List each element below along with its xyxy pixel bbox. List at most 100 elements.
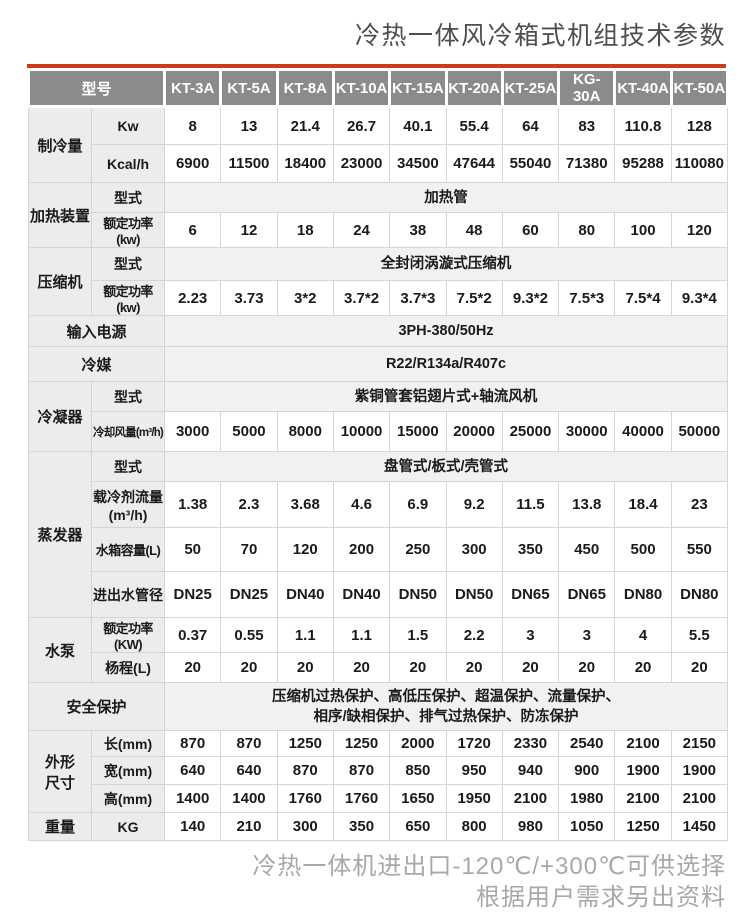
table-value-cell: 40000 (614, 411, 672, 452)
table-row: 冷媒 R22/R134a/R407c (27, 346, 728, 382)
table-value-cell: 60 (501, 212, 560, 248)
table-value-cell: DN25 (164, 571, 222, 618)
table-value-cell: 2100 (614, 730, 672, 757)
table-value-cell: DN40 (332, 571, 391, 618)
table-sub-label: 额定功率(kw) (90, 280, 166, 316)
table-value-cell: 650 (389, 812, 447, 841)
page-title: 冷热一体风冷箱式机组技术参数 (354, 22, 726, 50)
table-value-cell: 71380 (558, 144, 616, 183)
table-value-cell: DN40 (276, 571, 334, 618)
table-value-cell: 20 (164, 652, 222, 683)
table-value-cell: 20 (389, 652, 447, 683)
table-value-cell: 1400 (220, 784, 278, 813)
table-value-cell: 23 (670, 481, 728, 528)
table-value-cell: 500 (614, 527, 672, 572)
table-value-cell: 1250 (332, 730, 391, 757)
table-row: 加热装置 型式 加热管 (28, 182, 728, 248)
model-header-cell: KT-3A (163, 68, 223, 108)
table-value-cell: 2100 (614, 784, 672, 813)
table-value-cell: 900 (558, 756, 616, 785)
table-value-cell: 7.5*2 (445, 280, 503, 316)
table-value-cell: 2100 (670, 784, 728, 813)
table-value-cell: 9.3*4 (670, 280, 728, 316)
table-value-cell: 1950 (445, 784, 503, 813)
table-value-cell: 1900 (670, 756, 728, 785)
table-value-cell: 0.37 (164, 617, 222, 653)
table-merged-value: 加热管 (164, 182, 728, 213)
table-group-label: 水泵 (28, 617, 92, 683)
table-value-cell: 18 (276, 212, 334, 248)
table-sub-label: 冷却风量(m³/h) (90, 411, 166, 452)
table-row: 制冷量 Kw 8 13 21.4 26.7 40.1 55.4 64 83 110.8 128 (28, 106, 728, 183)
table-value-cell: 50000 (670, 411, 728, 452)
model-header-cell: KT-10A (331, 68, 392, 108)
table-value-cell: 550 (670, 527, 728, 572)
table-value-cell: 140 (164, 812, 222, 841)
model-header-cell: KT-50A (669, 68, 729, 108)
table-value-cell: 110080 (670, 144, 728, 183)
table-value-cell: 870 (220, 730, 278, 757)
table-value-cell: 21.4 (276, 106, 334, 145)
table-merged-value: 盘管式/板式/壳管式 (164, 451, 728, 482)
table-value-cell: DN50 (389, 571, 447, 618)
table-value-cell: 9.2 (445, 481, 503, 528)
table-row: 宽(mm) 640 640 870 870 850 950 940 900 1900 1900 (29, 756, 728, 785)
table-value-cell: 26.7 (332, 106, 391, 145)
table-value-cell: 870 (332, 756, 391, 785)
table-value-cell: 450 (558, 527, 616, 572)
table-value-cell: 3000 (164, 411, 222, 452)
table-value-cell: 870 (276, 756, 334, 785)
table-value-cell: DN80 (614, 571, 672, 618)
table-sub-label: 型式 (90, 451, 166, 482)
table-value-cell: 3.73 (220, 280, 278, 316)
table-value-cell: 11.5 (501, 481, 560, 528)
table-sub-label: 额定功率(kw) (90, 212, 166, 248)
table-value-cell: 47644 (445, 144, 503, 183)
table-value-cell: 3 (558, 617, 616, 653)
table-value-cell: 8000 (276, 411, 334, 452)
model-header-cell: KT-8A (275, 68, 335, 108)
table-value-cell: 9.3*2 (501, 280, 560, 316)
table-value-cell: 12 (220, 212, 278, 248)
table-value-cell: 2540 (558, 730, 616, 757)
table-row: 额定功率(kw) 2.23 3.73 3*2 3.7*2 3.7*3 7.5*2 9.3*2 7… (29, 280, 728, 316)
table-value-cell: 4 (614, 617, 672, 653)
table-group-label: 蒸发器 (28, 451, 92, 618)
table-value-cell: 1400 (164, 784, 222, 813)
table-top-accent-line (27, 64, 726, 68)
table-sub-label: 额定功率(KW) (90, 617, 166, 653)
table-sub-label: Kw (90, 106, 166, 145)
table-row: 载冷剂流量 (m³/h) 1.38 2.3 3.68 4.6 6.9 9.2 11.5 13.8… (29, 481, 728, 528)
table-value-cell: 34500 (389, 144, 447, 183)
table-group-label: 压缩机 (28, 247, 92, 316)
table-value-cell: 1.5 (389, 617, 447, 653)
table-value-cell: 1.1 (276, 617, 334, 653)
table-merged-value: 压缩机过热保护、高低压保护、超温保护、流量保护、 相序/缺相保护、排气过热保护、… (164, 682, 728, 731)
table-group-label: 加热装置 (28, 182, 92, 248)
table-value-cell: 23000 (332, 144, 391, 183)
table-value-cell: 1900 (614, 756, 672, 785)
table-merged-value: 全封闭涡漩式压缩机 (164, 247, 728, 281)
table-value-cell: 2330 (501, 730, 560, 757)
table-value-cell: DN25 (220, 571, 278, 618)
table-value-cell: 1720 (445, 730, 503, 757)
table-value-cell: 3 (501, 617, 560, 653)
table-group-label: 重量 (28, 812, 92, 841)
table-value-cell: 20 (501, 652, 560, 683)
table-value-cell: 20 (445, 652, 503, 683)
table-merged-value: 紫铜管套铝翅片式+轴流风机 (164, 381, 728, 412)
table-section-label: 安全保护 (27, 682, 166, 731)
table-group-label: 制冷量 (28, 106, 92, 183)
table-value-cell: 940 (501, 756, 560, 785)
table-sub-label: 长(mm) (90, 730, 166, 757)
table-row: Kcal/h 6900 11500 18400 23000 34500 47644 55040… (29, 144, 728, 183)
table-sub-label: Kcal/h (90, 144, 166, 183)
table-value-cell: 110.8 (614, 106, 672, 145)
table-value-cell: 7.5*3 (558, 280, 616, 316)
table-value-cell: 850 (389, 756, 447, 785)
table-value-cell: 2000 (389, 730, 447, 757)
table-value-cell: 2.2 (445, 617, 503, 653)
table-row: 输入电源 3PH-380/50Hz (27, 315, 728, 347)
table-value-cell: 80 (558, 212, 616, 248)
